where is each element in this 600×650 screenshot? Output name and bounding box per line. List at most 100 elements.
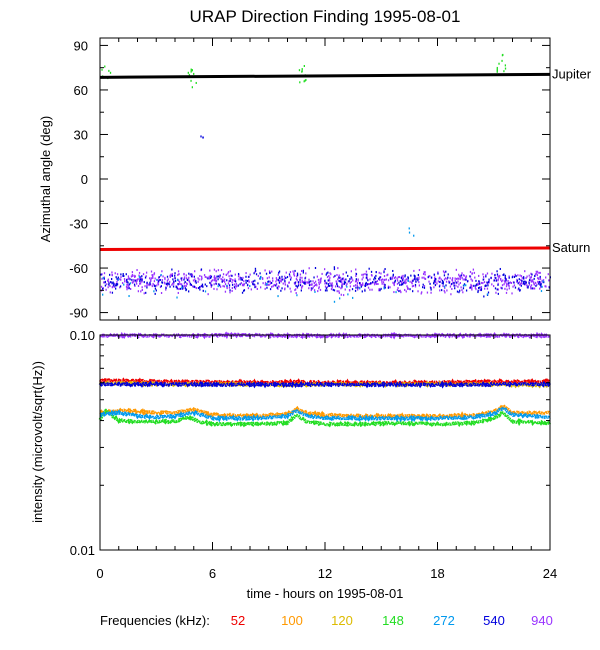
reference-line-saturn — [99, 246, 551, 251]
azimuth-point — [500, 286, 502, 289]
azimuth-point — [357, 286, 359, 289]
azimuth-point — [465, 276, 467, 279]
azimuth-point — [314, 267, 317, 270]
azimuth-point — [245, 279, 247, 282]
azimuth-point — [116, 273, 119, 276]
azimuth-point — [537, 281, 540, 284]
azimuth-point — [300, 289, 302, 292]
azimuth-point — [104, 65, 106, 68]
azimuth-point — [248, 275, 250, 278]
azimuth-point — [512, 285, 514, 288]
azimuth-point — [327, 283, 330, 286]
azimuth-point — [343, 281, 346, 284]
azimuth-point — [344, 288, 346, 291]
azimuth-point — [243, 283, 245, 286]
azimuth-point — [188, 276, 190, 279]
azimuth-point — [227, 271, 230, 274]
azimuth-point — [397, 287, 399, 290]
azimuth-point — [533, 277, 535, 280]
azimuth-point — [461, 276, 463, 279]
azimuth-point — [329, 282, 331, 285]
azimuth-point — [347, 280, 349, 283]
azimuth-point — [171, 268, 173, 271]
azimuth-point — [235, 282, 238, 285]
azimuth-point — [496, 288, 498, 291]
azimuth-point — [493, 279, 495, 282]
azimuth-point — [417, 273, 420, 276]
azimuth-point — [134, 275, 136, 278]
azimuth-point — [379, 289, 381, 292]
azimuth-point — [477, 289, 479, 292]
azimuth-point — [163, 281, 166, 284]
azimuth-point — [111, 282, 113, 285]
azimuth-point — [171, 282, 174, 285]
azimuth-point — [436, 282, 438, 285]
azimuth-point — [217, 275, 219, 278]
azimuth-point — [368, 267, 370, 270]
azimuth-point — [399, 280, 401, 283]
azimuth-point — [183, 282, 186, 285]
azimuth-point — [369, 278, 371, 281]
azimuth-point — [150, 270, 153, 273]
azimuth-point — [299, 81, 301, 84]
azimuth-point — [109, 71, 112, 74]
azimuth-point — [540, 281, 542, 284]
azimuth-point — [518, 287, 520, 290]
azimuth-point — [445, 280, 448, 283]
azimuth-point — [120, 278, 122, 281]
azimuth-point — [217, 269, 220, 272]
azimuth-point — [183, 276, 186, 279]
azimuth-point — [145, 291, 147, 294]
azimuth-y-tick-label: -90 — [69, 306, 88, 321]
azimuth-point — [200, 278, 203, 281]
azimuth-point — [445, 284, 447, 287]
azimuth-point — [328, 274, 330, 277]
azimuth-point — [190, 79, 192, 82]
azimuth-point — [482, 282, 484, 285]
azimuth-point — [504, 281, 506, 284]
azimuth-point — [471, 279, 473, 282]
azimuth-point — [269, 288, 272, 291]
azimuth-point — [434, 280, 436, 283]
azimuth-point — [146, 281, 148, 284]
legend-item-52: 52 — [231, 613, 245, 628]
azimuth-point — [304, 282, 306, 285]
azimuth-point — [443, 285, 446, 288]
azimuth-point — [540, 290, 543, 293]
azimuth-point — [107, 278, 110, 281]
azimuth-point — [507, 279, 509, 282]
azimuth-point — [154, 292, 156, 295]
azimuth-point — [529, 277, 531, 280]
azimuth-point — [136, 278, 139, 281]
azimuth-point — [131, 273, 134, 276]
azimuth-point — [508, 287, 510, 290]
azimuth-point — [398, 281, 400, 284]
azimuth-point — [210, 280, 213, 283]
azimuth-point — [216, 275, 218, 278]
azimuth-point — [131, 271, 134, 274]
azimuth-point — [524, 270, 526, 273]
azimuth-point — [161, 281, 164, 284]
azimuth-point — [354, 284, 357, 287]
azimuth-point — [299, 273, 302, 276]
azimuth-point — [116, 283, 119, 286]
azimuth-point — [539, 283, 541, 286]
azimuth-point — [293, 273, 295, 276]
azimuth-point — [318, 283, 320, 286]
azimuth-point — [373, 281, 375, 284]
azimuth-point — [412, 279, 414, 282]
azimuth-point — [387, 286, 390, 289]
azimuth-point — [474, 276, 476, 279]
azimuth-point — [330, 284, 332, 287]
azimuth-point — [112, 281, 114, 284]
azimuth-point — [301, 70, 303, 73]
azimuth-point — [277, 295, 279, 298]
azimuth-point — [206, 276, 208, 279]
azimuth-point — [497, 283, 499, 286]
azimuth-point — [138, 278, 140, 281]
azimuth-point — [190, 275, 193, 278]
azimuth-point — [378, 271, 380, 274]
azimuth-point — [269, 271, 271, 274]
azimuth-point — [392, 269, 394, 272]
azimuth-point — [207, 293, 209, 296]
